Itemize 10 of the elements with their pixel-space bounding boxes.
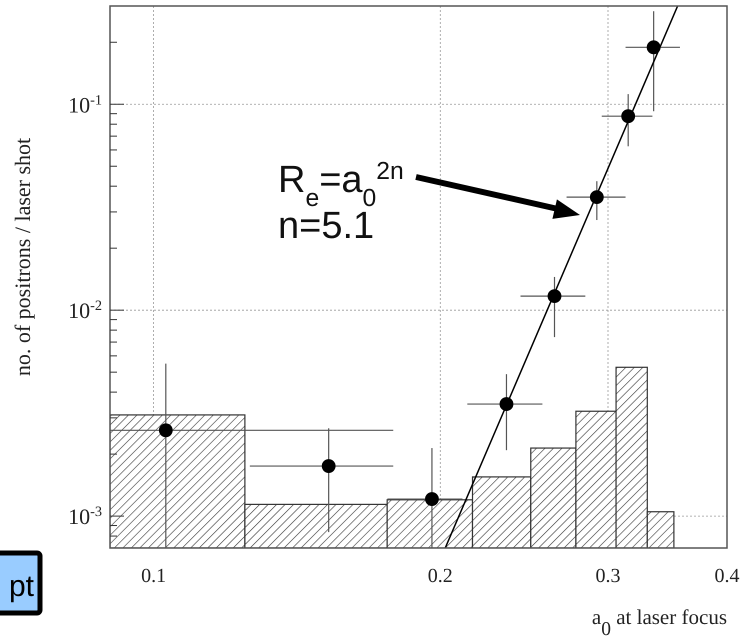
text: pt — [8, 570, 35, 603]
y-tick-label: 10$^{-3}$ — [68, 504, 102, 530]
x-tick-label: 0.2 — [428, 565, 453, 587]
annotation: n=5.1 — [278, 205, 374, 247]
x-tick-label: 0.1 — [141, 565, 166, 587]
x-tick-label: 0.3 — [596, 565, 621, 587]
y-tick-label: 10$^{-1}$ — [68, 92, 102, 118]
x-tick-label: 0.4 — [714, 565, 740, 587]
y-axis-title: no. of positrons / laser shot — [10, 138, 35, 376]
y-tick-label: 10$^{-2}$ — [68, 298, 102, 324]
